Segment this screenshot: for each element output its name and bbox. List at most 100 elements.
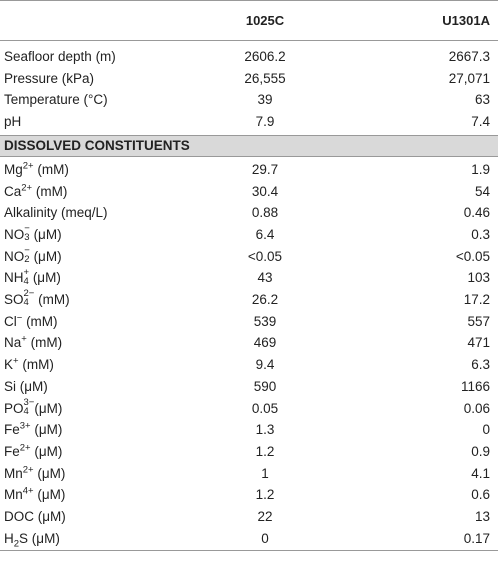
row-label: PO 3− 4 (μM) (4, 398, 62, 420)
label-text: (mM) (22, 313, 58, 329)
sub-sup: +4 (24, 267, 30, 286)
row-label: Temperature (°C) (4, 89, 108, 111)
table-row: PO 3− 4 (μM) 0.05 0.06 (0, 398, 498, 420)
cell-value: 6.3 (471, 357, 490, 373)
table-row: Fe3+ (μM) 1.3 0 (0, 419, 498, 441)
row-label: NO −2 (μM) (4, 246, 62, 268)
row-label: Ca2+ (mM) (4, 181, 67, 203)
section-header: DISSOLVED CONSTITUENTS (0, 134, 498, 157)
table-row: Alkalinity (meq/L) 0.88 0.46 (0, 202, 498, 224)
row-label: H2S (μM) (4, 528, 60, 555)
cell-value: 43 (257, 270, 273, 286)
row-label: Cl− (mM) (4, 311, 58, 333)
label-text: SO (4, 292, 24, 307)
cell-value: 9.4 (255, 357, 275, 373)
cell-value: 6.4 (255, 226, 275, 242)
cell-value: 27,071 (448, 70, 490, 86)
cell-value: 539 (253, 313, 277, 329)
label-text: Fe (4, 422, 20, 438)
label-text: (μM) (34, 400, 63, 416)
subscript: 2 (13, 538, 20, 550)
label-text: (mM) (33, 161, 69, 177)
table-row: Seafloor depth (m) 2606.2 2667.3 (0, 46, 498, 68)
cell-value: 26.2 (251, 292, 279, 307)
cell-value: 22 (257, 509, 273, 524)
superscript: 2+ (22, 160, 34, 172)
row-label: Fe2+ (μM) (4, 441, 62, 463)
cell-value: 0 (482, 422, 490, 438)
cell-value: 39 (257, 92, 273, 108)
row-label: Mn2+ (μM) (4, 463, 65, 485)
table-row: NO −2 (μM) <0.05 <0.05 (0, 246, 498, 268)
column-header: U1301A (442, 13, 490, 28)
cell-value: 54 (474, 183, 490, 199)
cell-value: 557 (467, 313, 490, 329)
cell-value: 7.4 (471, 114, 490, 130)
table-row: Fe2+ (μM) 1.2 0.9 (0, 441, 498, 463)
subscript: 4 (23, 405, 29, 417)
label-text: Alkalinity (meq/L) (4, 205, 108, 221)
cell-value: 13 (474, 509, 490, 524)
label-text: S (μM) (19, 530, 60, 546)
label-text: Mn (4, 465, 23, 481)
row-label: Mg2+ (mM) (4, 159, 69, 181)
label-text: (μM) (33, 465, 66, 481)
table-row: DOC (μM) 22 13 (0, 506, 498, 528)
row-label: DOC (μM) (4, 506, 66, 528)
column-header: 1025C (245, 13, 285, 28)
sub-sup: −3 (24, 223, 30, 244)
cell-value: 1.3 (255, 422, 275, 438)
superscript: − (16, 312, 23, 324)
table-row: Cl− (mM) 539 557 (0, 311, 498, 333)
label-text: (mM) (26, 335, 63, 351)
cell-value: 1.9 (471, 161, 490, 177)
row-label: NH +4 (μM) (4, 267, 61, 289)
label-text: K (4, 357, 14, 373)
label-text: NO (4, 226, 25, 242)
table-row: K+ (mM) 9.4 6.3 (0, 354, 498, 376)
cell-value: 0.3 (471, 226, 490, 242)
label-text: (mM) (32, 183, 68, 199)
cell-value: 1166 (460, 378, 490, 394)
cell-value: 0.17 (463, 530, 490, 546)
table-row: Si (μM) 590 1166 (0, 376, 498, 398)
label-text: (μM) (29, 270, 61, 286)
table-row: Pressure (kPa) 26,555 27,071 (0, 68, 498, 90)
cell-value: 0.05 (251, 400, 279, 416)
superscript: 2− (23, 288, 35, 300)
label-text: Mn (4, 487, 23, 503)
cell-value: 590 (253, 378, 277, 394)
label-text: Seafloor depth (m) (4, 49, 116, 64)
label-text: H (4, 530, 14, 546)
table-row: Na+ (mM) 469 471 (0, 332, 498, 354)
cell-value: 2667.3 (448, 49, 490, 64)
row-label: K+ (mM) (4, 354, 54, 376)
label-text: (μM) (30, 422, 63, 438)
label-text: DOC (μM) (4, 509, 66, 524)
label-text: NO (4, 248, 25, 264)
subscript: 2 (24, 254, 30, 266)
table-row: Mn2+ (μM) 1 4.1 (0, 463, 498, 485)
cell-value: 1.2 (255, 487, 275, 503)
row-label: Si (μM) (4, 376, 48, 398)
label-text: pH (4, 114, 22, 130)
row-label: Pressure (kPa) (4, 68, 94, 90)
label-text: (μM) (33, 487, 66, 503)
label-text: (μM) (29, 226, 62, 242)
superscript: − (24, 223, 30, 235)
label-text: Cl (4, 313, 17, 329)
superscript: − (24, 245, 30, 257)
subscript: 4 (23, 297, 29, 309)
subscript: 3 (24, 232, 30, 244)
superscript: 4+ (22, 485, 34, 497)
label-text: NH (4, 270, 24, 286)
superscript: 2+ (22, 464, 34, 476)
row-label: Fe3+ (μM) (4, 419, 62, 441)
label-text: (μM) (29, 248, 62, 264)
cell-value: 471 (467, 335, 490, 351)
superscript: 3− (23, 396, 35, 408)
table-row: Temperature (°C) 39 63 (0, 89, 498, 111)
row-label: pH (4, 111, 21, 133)
label-text: Pressure (kPa) (4, 70, 95, 86)
